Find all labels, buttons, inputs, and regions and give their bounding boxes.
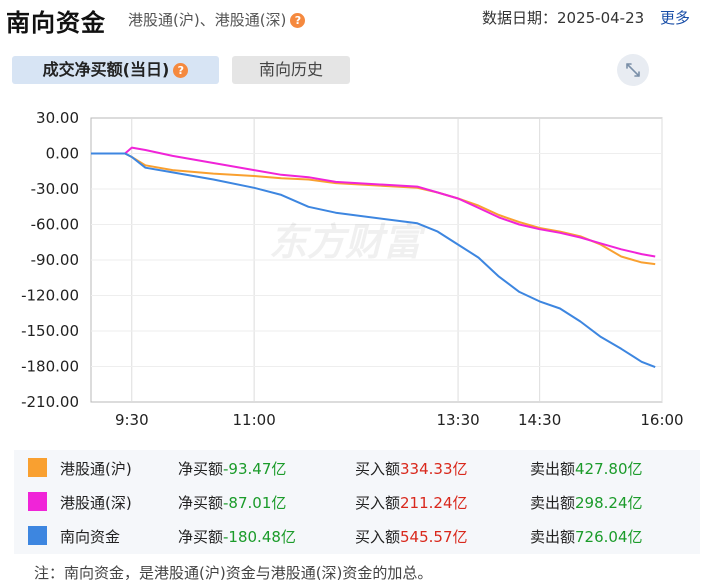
sell-label: 卖出额 [530,460,576,478]
buy-label: 买入额 [355,494,401,512]
buy-value: 334.33亿 [400,460,468,478]
x-tick-label: 16:00 [640,411,683,429]
sell-cell: 卖出额427.80亿 [530,458,643,479]
y-tick-label: -120.00 [21,287,79,305]
tab-southbound-history[interactable]: 南向历史 [232,56,350,84]
x-tick-label: 11:00 [233,411,276,429]
subtitle: 港股通(沪)、港股通(深)? [128,9,306,30]
net-buy-label: 净买额 [178,460,224,478]
tab-net-buy-today[interactable]: 成交净买额(当日)? [12,56,219,84]
help-icon[interactable]: ? [290,13,306,28]
legend-name: 南向资金 [60,528,121,546]
sell-label: 卖出额 [530,528,576,546]
x-tick-label: 14:30 [518,411,561,429]
legend-name: 港股通(沪) [60,460,132,478]
y-tick-label: -90.00 [31,251,79,269]
y-tick-label: -150.00 [21,322,79,340]
tab-label: 成交净买额(当日) [42,60,170,79]
sell-value: 427.80亿 [575,460,643,478]
buy-cell: 买入额334.33亿 [355,458,468,479]
expand-button[interactable] [617,54,649,86]
series-line-2 [91,152,656,369]
legend-name: 港股通(深) [60,494,132,512]
more-link[interactable]: 更多 [660,9,691,27]
buy-label: 买入额 [355,460,401,478]
data-date: 数据日期：2025-04-23 [482,9,645,27]
net-buy-value: -93.47亿 [223,460,287,478]
header: 南向资金 港股通(沪)、港股通(深)? 数据日期：2025-04-23 更多 [0,0,710,37]
legend-table: 港股通(沪) 净买额-93.47亿 买入额334.33亿 卖出额427.80亿 … [14,450,700,554]
net-buy-value: -87.01亿 [223,494,287,512]
legend-row-sh: 港股通(沪) 净买额-93.47亿 买入额334.33亿 卖出额427.80亿 [14,451,700,484]
x-tick-label: 9:30 [115,411,149,429]
page-title: 南向资金 [6,9,106,37]
watermark-logo: 东方财富 [269,220,427,264]
sell-cell: 卖出额298.24亿 [530,492,643,513]
y-tick-label: 0.00 [46,145,79,163]
y-tick-label: -180.00 [21,358,79,376]
tab-label: 南向历史 [258,60,323,79]
buy-cell: 买入额545.57亿 [355,526,468,547]
legend-swatch [28,526,47,545]
legend-row-total: 南向资金 净买额-180.48亿 买入额545.57亿 卖出额726.04亿 [14,519,700,552]
sell-cell: 卖出额726.04亿 [530,526,643,547]
sell-value: 726.04亿 [575,528,643,546]
net-buy-cell: 净买额-87.01亿 [178,492,286,513]
net-buy-label: 净买额 [178,528,224,546]
buy-value: 545.57亿 [400,528,468,546]
y-tick-label: -60.00 [31,216,79,234]
subtitle-text: 港股通(沪)、港股通(深) [128,11,287,29]
sell-label: 卖出额 [530,494,576,512]
y-tick-label: 30.00 [36,109,79,127]
buy-label: 买入额 [355,528,401,546]
footnote: 注：南向资金，是港股通(沪)资金与港股通(深)资金的加总。 [34,564,433,582]
buy-value: 211.24亿 [400,494,468,512]
buy-cell: 买入额211.24亿 [355,492,468,513]
net-buy-label: 净买额 [178,494,224,512]
legend-row-sz: 港股通(深) 净买额-87.01亿 买入额211.24亿 卖出额298.24亿 [14,485,700,518]
x-tick-label: 13:30 [436,411,479,429]
net-buy-cell: 净买额-180.48亿 [178,526,296,547]
help-icon[interactable]: ? [173,63,189,78]
y-tick-label: -30.00 [31,180,79,198]
series-line-1 [91,146,656,258]
legend-swatch [28,492,47,511]
expand-icon [626,63,640,77]
net-buy-value: -180.48亿 [223,528,296,546]
y-tick-label: -210.00 [21,393,79,411]
line-chart: 东方财富 9:30 11:00 13:30 14:30 16:00 30.00 0.00 -3… [21,109,684,429]
sell-value: 298.24亿 [575,494,643,512]
legend-swatch [28,458,47,477]
net-buy-cell: 净买额-93.47亿 [178,458,286,479]
